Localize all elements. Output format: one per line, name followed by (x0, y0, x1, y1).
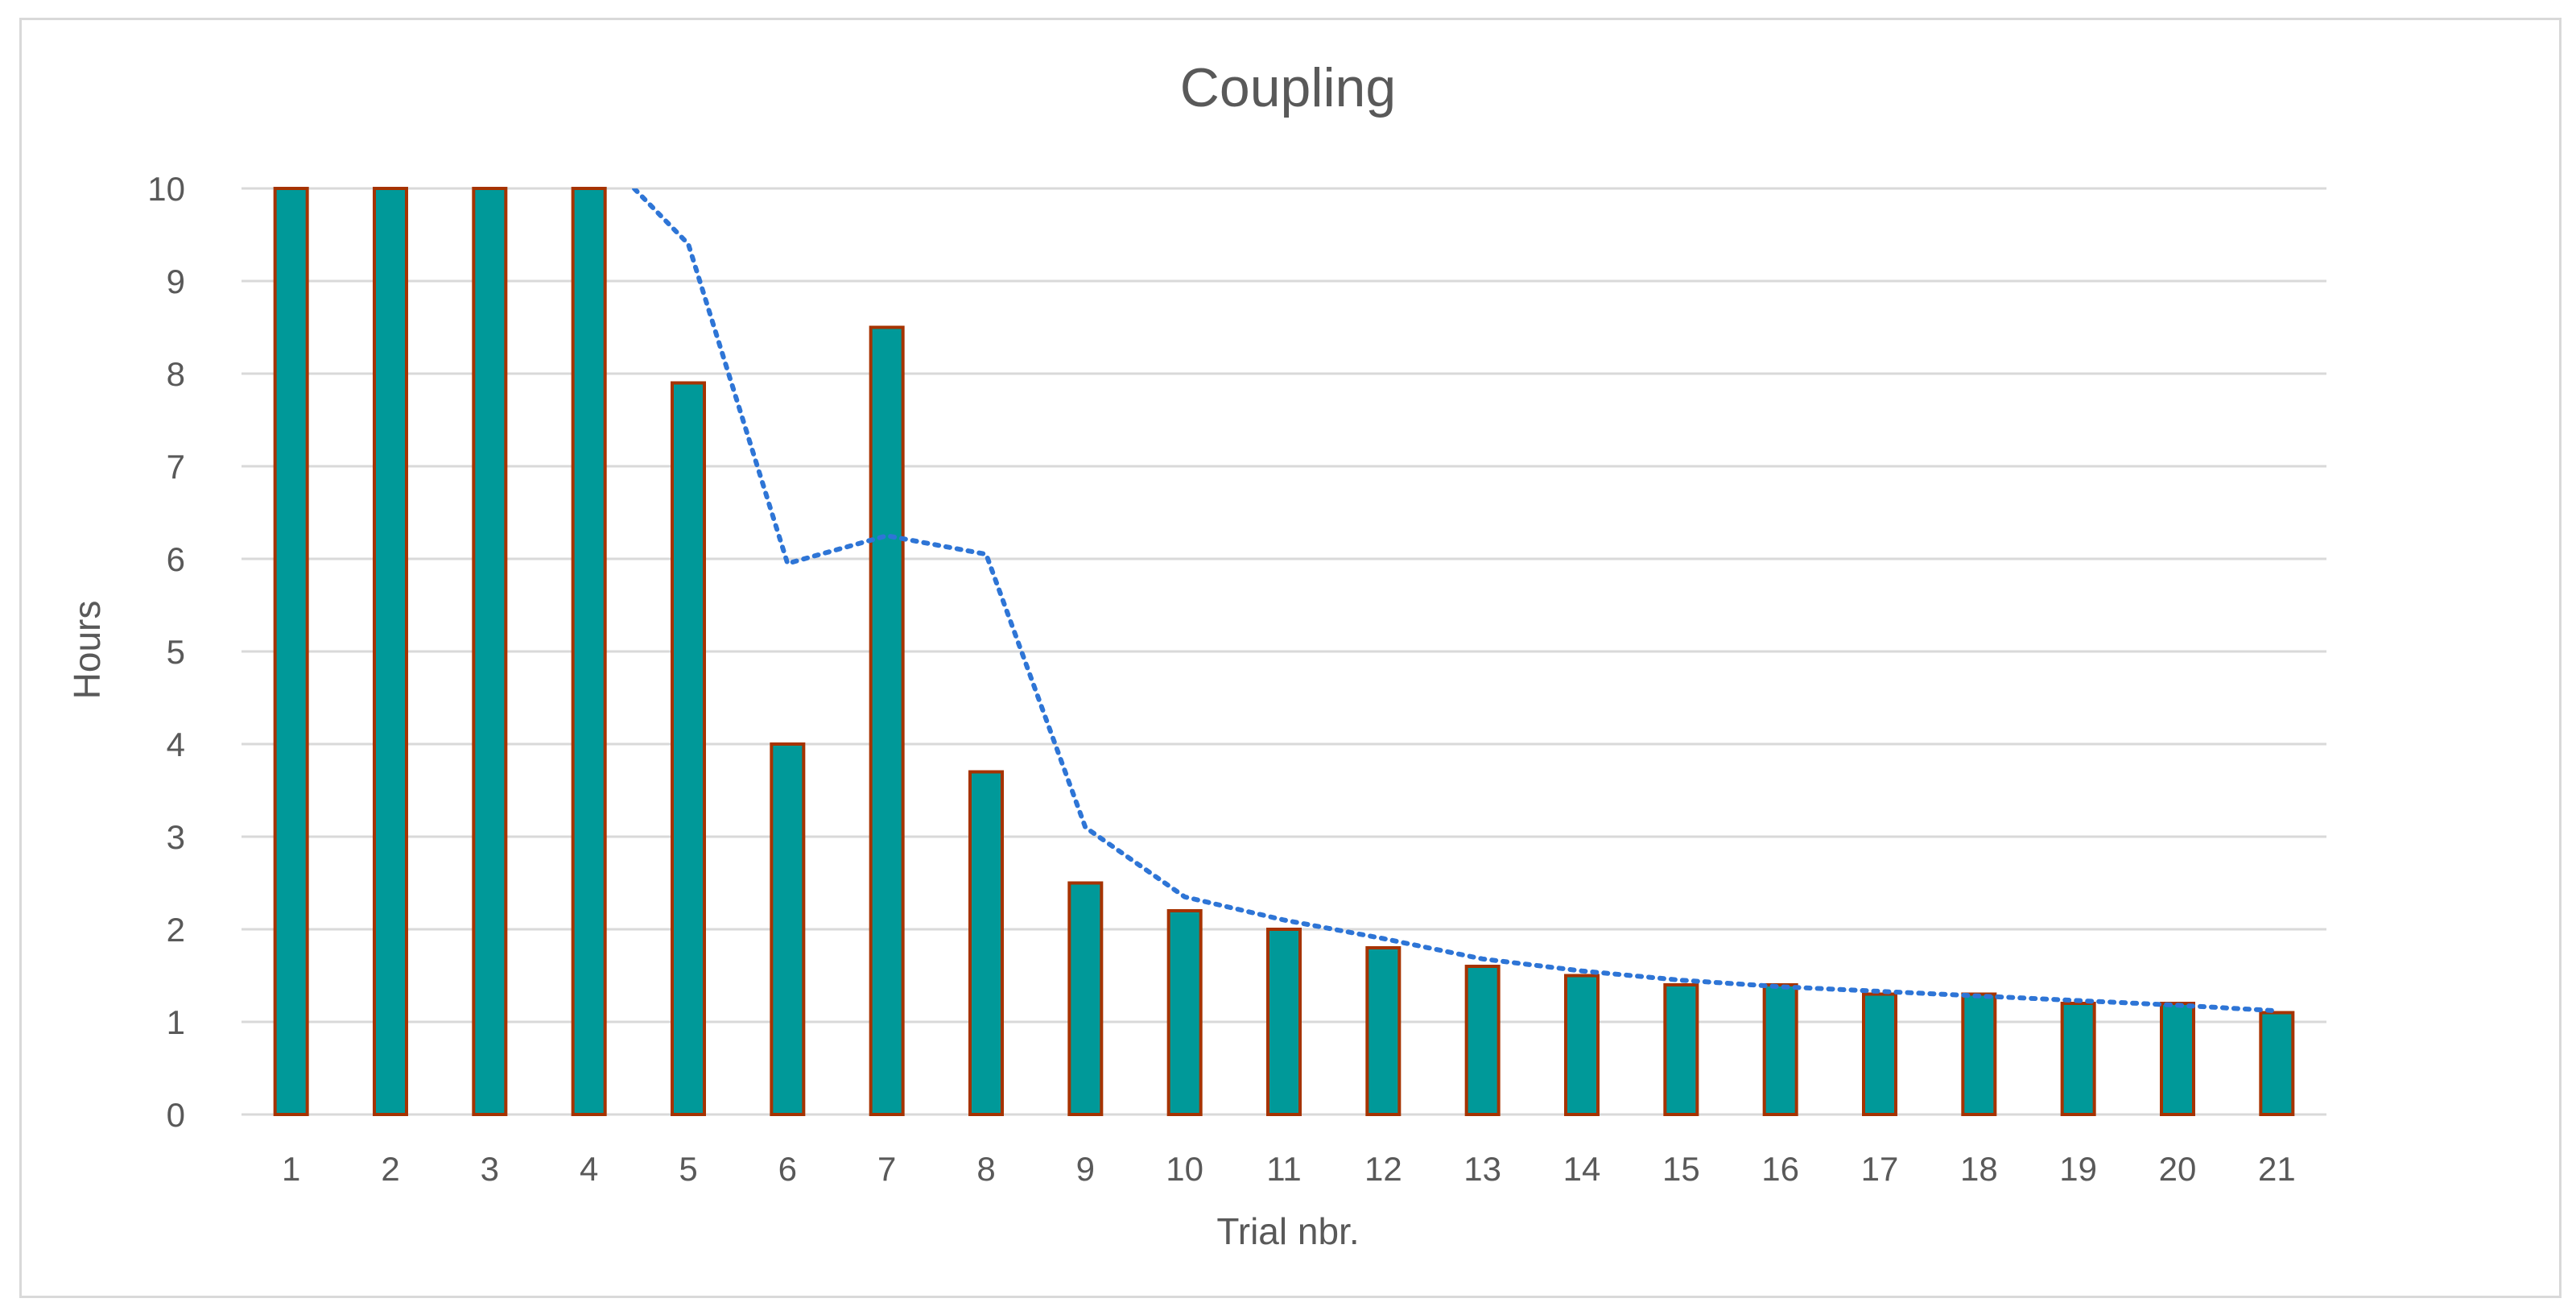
x-tick-label: 15 (1662, 1150, 1700, 1188)
x-tick-label: 5 (679, 1150, 697, 1188)
y-tick-label: 3 (167, 818, 185, 856)
bar (770, 742, 806, 1116)
x-tick-label: 11 (1266, 1150, 1302, 1188)
x-axis-label: Trial nbr. (1216, 1210, 1360, 1252)
x-tick-label: 3 (481, 1150, 499, 1188)
x-tick-label: 13 (1463, 1150, 1501, 1188)
y-tick-label: 8 (167, 355, 185, 393)
bar (869, 325, 905, 1116)
bar (373, 187, 408, 1116)
x-tick-label: 7 (877, 1150, 896, 1188)
x-tick-label: 1 (282, 1150, 300, 1188)
x-tick-label: 19 (2059, 1150, 2097, 1188)
bar (968, 770, 1004, 1116)
bar (571, 187, 607, 1116)
x-tick-label: 4 (580, 1150, 598, 1188)
x-tick-label: 20 (2159, 1150, 2197, 1188)
y-tick-label: 9 (167, 263, 185, 300)
bar (1266, 928, 1302, 1116)
x-tick-label: 14 (1563, 1150, 1601, 1188)
x-tick-label: 21 (2258, 1150, 2296, 1188)
y-tick-label: 4 (167, 726, 185, 763)
x-tick-label: 6 (778, 1150, 797, 1188)
bar (1862, 992, 1897, 1116)
bar (1961, 992, 1997, 1116)
bar (1464, 965, 1501, 1116)
y-tick-label: 7 (167, 448, 185, 486)
bar (671, 381, 706, 1116)
x-tick-label: 17 (1861, 1150, 1899, 1188)
y-tick-label: 6 (167, 540, 185, 578)
bar (1762, 983, 1798, 1116)
bar (1365, 946, 1402, 1116)
y-tick-label: 5 (167, 633, 185, 671)
bar (2259, 1011, 2295, 1116)
y-tick-label: 10 (147, 170, 185, 208)
bar (2060, 1002, 2096, 1116)
bar (1067, 881, 1104, 1116)
bar (273, 187, 309, 1116)
chart-title: Coupling (1179, 57, 1397, 118)
x-tick-label: 16 (1761, 1150, 1799, 1188)
y-tick-label: 0 (167, 1096, 185, 1134)
bar (2160, 1002, 2195, 1116)
trendline (630, 188, 2280, 1014)
bar (472, 187, 508, 1116)
y-tick-label: 2 (167, 911, 185, 949)
bar (1564, 974, 1600, 1116)
x-tick-label: 12 (1364, 1150, 1402, 1188)
bar (1166, 909, 1203, 1116)
x-tick-label: 2 (381, 1150, 399, 1188)
x-tick-label: 10 (1166, 1150, 1203, 1188)
x-tick-label: 9 (1076, 1150, 1095, 1188)
y-tick-label: 1 (167, 1003, 185, 1041)
bar (1663, 983, 1699, 1116)
x-tick-label: 8 (976, 1150, 995, 1188)
x-tick-label: 18 (1960, 1150, 1998, 1188)
